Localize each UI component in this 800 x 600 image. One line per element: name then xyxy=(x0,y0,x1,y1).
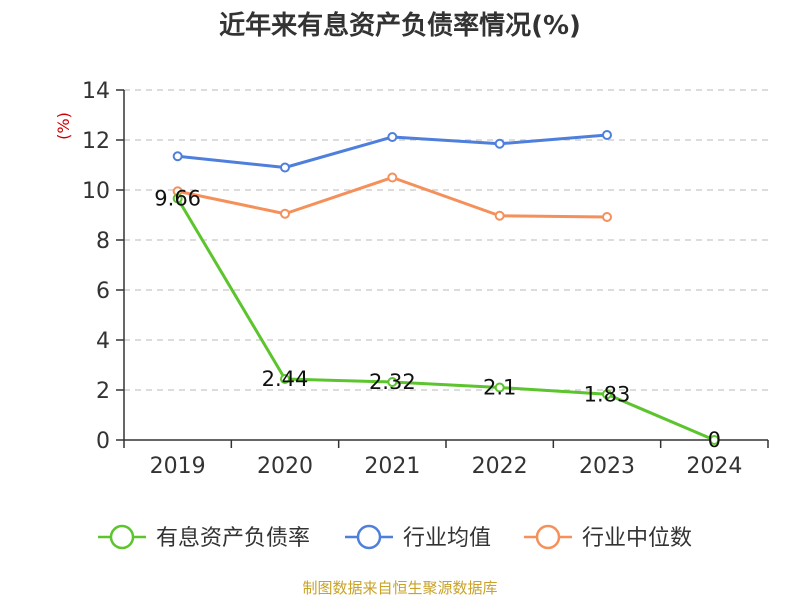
y-tick-labels: 0 2 4 6 8 10 12 14 xyxy=(82,79,110,454)
data-label: 2.1 xyxy=(483,376,516,400)
data-point xyxy=(602,212,612,222)
series-有息资产负债率 xyxy=(172,193,720,445)
axes xyxy=(123,90,769,448)
data-point xyxy=(172,193,183,204)
data-labels: 9.66 2.44 2.32 2.1 1.83 0 xyxy=(154,187,721,453)
data-label: 1.83 xyxy=(584,382,631,406)
data-point xyxy=(494,382,505,393)
series-lines xyxy=(172,130,720,445)
x-tick-label: 2021 xyxy=(364,454,420,479)
x-tick-label: 2020 xyxy=(257,454,313,479)
data-point xyxy=(280,374,290,384)
source-note: 制图数据来自恒生聚源数据库 xyxy=(302,579,497,597)
series-行业中位数 xyxy=(172,172,612,222)
data-point xyxy=(387,172,398,183)
legend-label: 有息资产负债率 xyxy=(156,526,310,551)
legend-label: 行业中位数 xyxy=(582,526,692,551)
data-point xyxy=(280,208,290,219)
series-line xyxy=(176,197,715,442)
legend-marker xyxy=(535,524,561,550)
x-tick-label: 2023 xyxy=(579,454,635,479)
data-point xyxy=(387,132,398,142)
y-axis-label: (%) xyxy=(54,112,73,140)
y-tick-label: 6 xyxy=(96,279,110,304)
legend-label: 行业均值 xyxy=(403,526,491,551)
chart-title: 近年来有息资产负债率情况(%) xyxy=(219,10,581,41)
x-tick-label: 2022 xyxy=(472,454,528,479)
data-point xyxy=(280,162,290,173)
y-tick-label: 10 xyxy=(82,179,110,204)
data-point xyxy=(602,389,612,400)
x-tick-label: 2019 xyxy=(150,454,206,479)
legend-item-有息资产负债率: 有息资产负债率 xyxy=(98,524,310,551)
data-point xyxy=(172,151,183,162)
legend-marker xyxy=(356,524,382,550)
x-tick-labels: 2019 2020 2021 2022 2023 2024 xyxy=(150,454,743,479)
data-label: 0 xyxy=(708,428,721,452)
y-tick-label: 8 xyxy=(96,229,110,254)
data-label: 2.32 xyxy=(369,370,416,394)
y-tick-label: 4 xyxy=(96,329,110,354)
y-tick-label: 2 xyxy=(96,379,110,404)
data-label: 2.44 xyxy=(262,367,309,391)
legend-item-行业均值: 行业均值 xyxy=(345,524,491,551)
grid-lines xyxy=(116,89,768,441)
legend: 有息资产负债率 行业均值 行业中位数 xyxy=(98,524,692,551)
series-line xyxy=(177,176,608,219)
legend-item-行业中位数: 行业中位数 xyxy=(524,524,692,551)
data-point xyxy=(709,435,720,445)
y-tick-label: 12 xyxy=(82,129,110,154)
x-tick-label: 2024 xyxy=(686,454,742,479)
data-label: 9.66 xyxy=(154,187,201,211)
data-point xyxy=(494,138,505,149)
data-point xyxy=(387,377,398,387)
series-行业均值 xyxy=(172,130,612,173)
y-tick-label: 0 xyxy=(96,429,110,454)
y-tick-label: 14 xyxy=(82,79,110,104)
data-point xyxy=(494,210,505,221)
data-point xyxy=(602,130,612,140)
legend-marker xyxy=(109,524,135,550)
